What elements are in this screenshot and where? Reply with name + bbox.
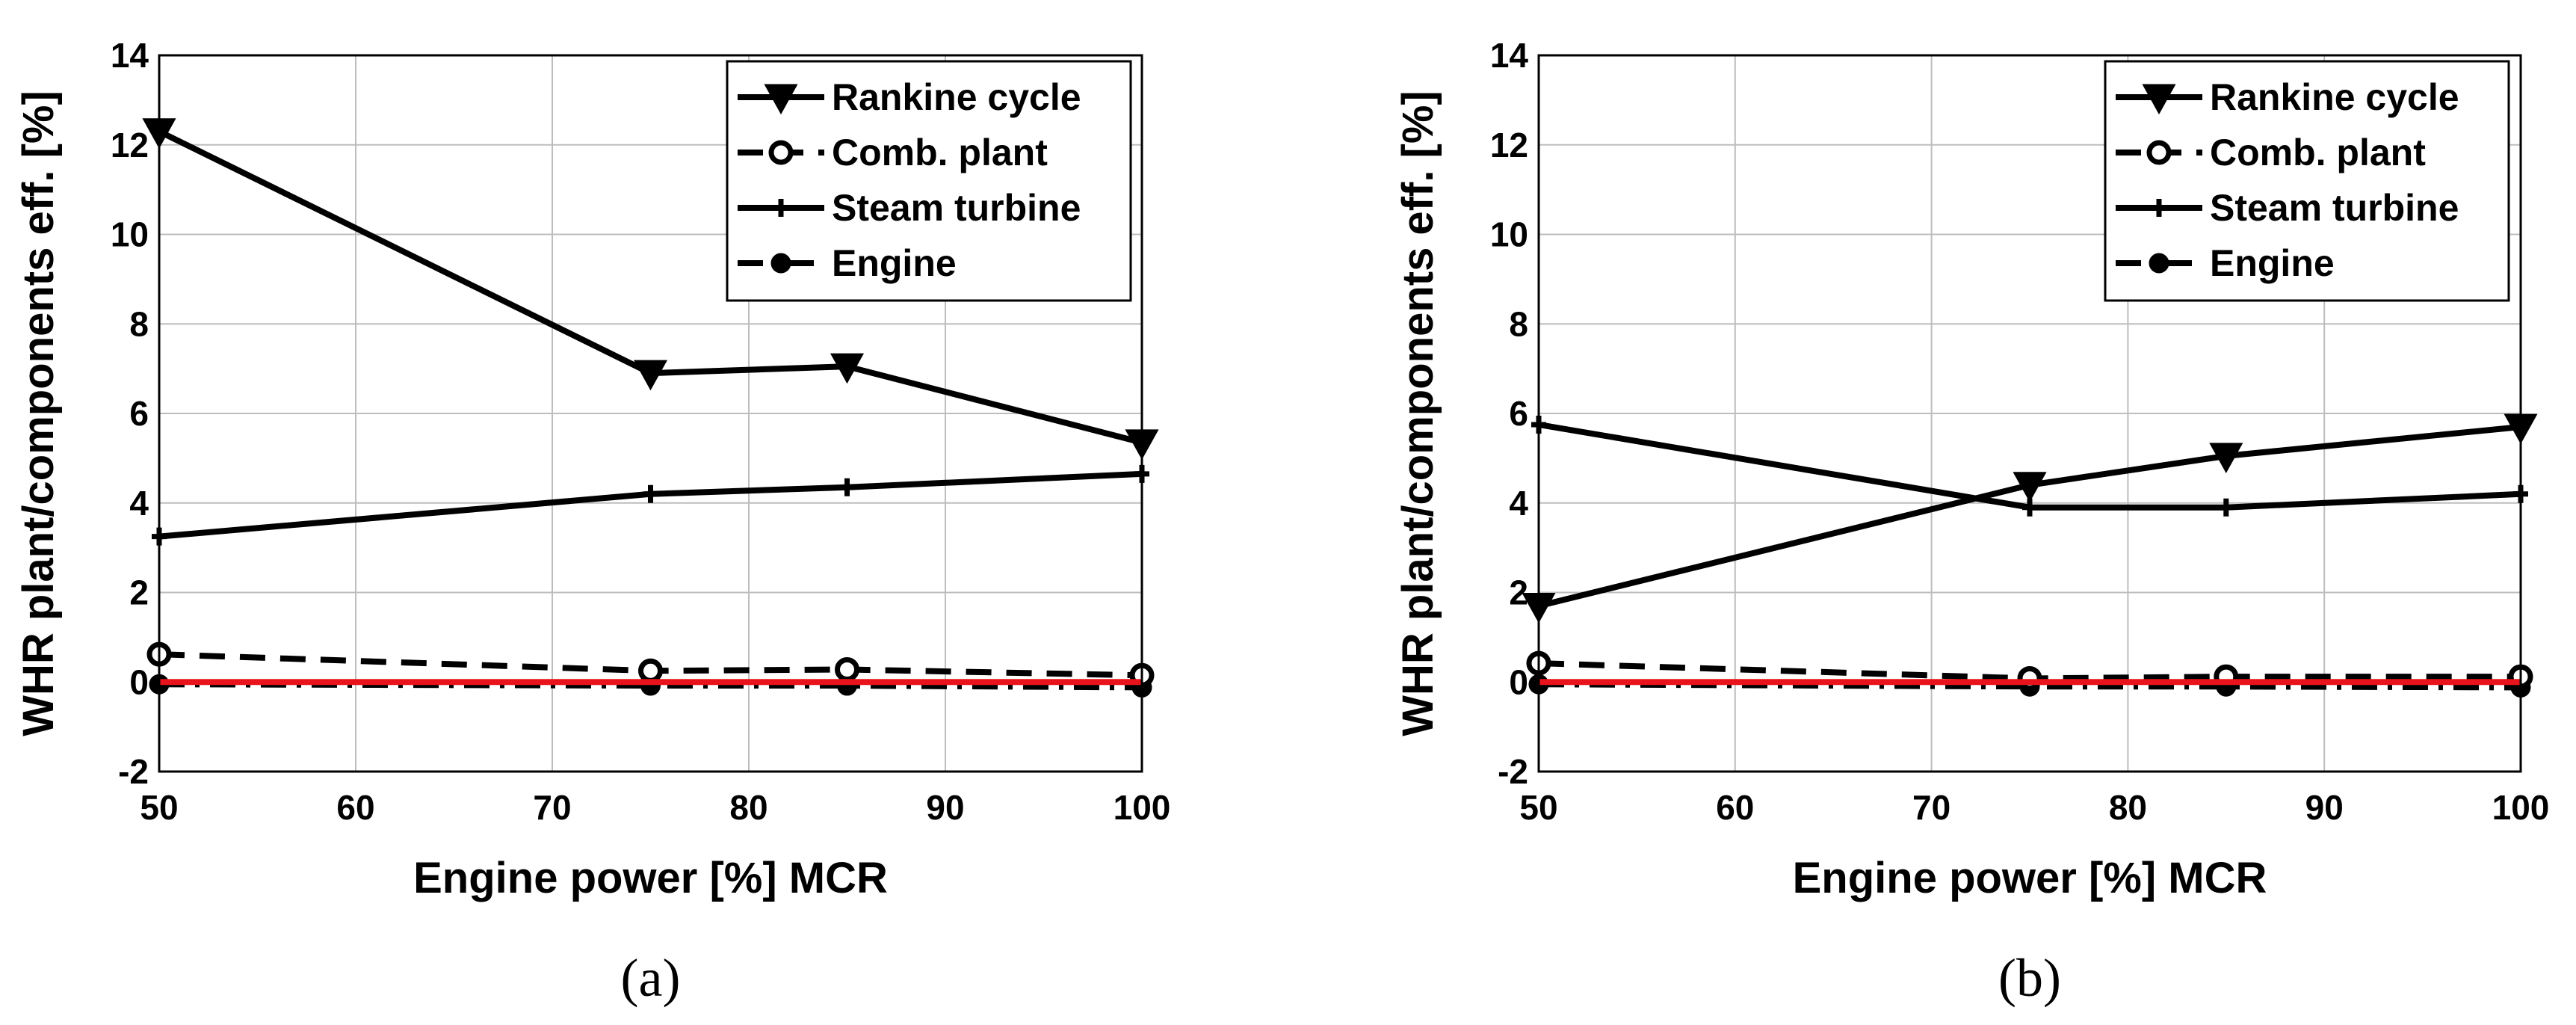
legend: Rankine cycle Comb. plant Steam turbine Eng… [2104, 60, 2510, 302]
series-rankine-cycle [142, 118, 1159, 461]
y-tick-label: 8 [1509, 304, 1528, 343]
y-axis-label: WHR plant/components eff. [%] [1394, 90, 1442, 736]
series-line [1538, 423, 2521, 609]
y-tick-label: 8 [129, 304, 149, 343]
x-tick-label: 60 [1716, 788, 1754, 827]
data-point [835, 656, 859, 682]
panel-label: (b) [1998, 948, 2061, 1008]
data-point [839, 478, 855, 496]
x-axis-label: Engine power [%] MCR [413, 854, 888, 902]
legend-marker [2142, 84, 2176, 115]
x-tick-label: 70 [533, 788, 571, 827]
legend-marker [2149, 253, 2169, 274]
chart-panel-1: 50 60 70 80 90 100 -2 0 2 4 6 8 10 12 14 Engine power [… [14, 36, 1170, 1008]
panel-label: (a) [621, 948, 681, 1008]
data-point [2017, 665, 2042, 691]
y-tick-label: -2 [1498, 752, 1528, 791]
y-tick-label: 2 [1509, 573, 1528, 612]
y-tick-label: 14 [1490, 36, 1529, 75]
y-tick-label: 14 [111, 36, 149, 75]
legend-label: Rankine cycle [2210, 76, 2459, 118]
y-tick-label: 12 [1490, 126, 1528, 164]
x-tick-label: 60 [336, 788, 374, 827]
series-line [158, 681, 1143, 691]
legend-marker [770, 253, 791, 274]
legend-label: Engine [2210, 242, 2335, 284]
series-line [158, 470, 1143, 540]
data-point [2218, 498, 2234, 517]
series-line [1538, 681, 2521, 691]
axes-frame [158, 54, 1143, 773]
x-tick-label: 80 [2109, 788, 2147, 827]
y-tick-label: 6 [129, 394, 149, 433]
series-line [1538, 660, 2521, 682]
y-tick-label: -2 [118, 752, 149, 791]
y-tick-label: 4 [129, 484, 149, 523]
x-tick-label: 50 [140, 788, 178, 827]
data-point [830, 353, 865, 384]
data-point [2209, 443, 2243, 473]
legend-label: Comb. plant [2210, 132, 2426, 173]
legend-label: Comb. plant [832, 132, 1048, 173]
data-point [633, 360, 668, 391]
legend-label: Steam turbine [832, 187, 1081, 229]
x-tick-label: 80 [729, 788, 767, 827]
y-tick-label: 10 [111, 215, 149, 254]
legend-marker [773, 199, 788, 217]
legend-marker [768, 140, 794, 165]
y-tick-label: 2 [129, 573, 149, 612]
series-line [158, 651, 1143, 679]
legend-marker [2152, 199, 2166, 217]
y-tick-label: 6 [1509, 394, 1528, 433]
x-tick-label: 100 [1114, 788, 1171, 827]
data-point [643, 484, 658, 503]
legend-label: Steam turbine [2210, 187, 2459, 229]
x-tick-label: 70 [1912, 788, 1950, 827]
y-tick-label: 4 [1509, 484, 1528, 523]
y-tick-label: 0 [1509, 662, 1528, 701]
data-point [638, 658, 663, 683]
x-axis-label: Engine power [%] MCR [1793, 854, 2267, 902]
x-tick-label: 100 [2492, 788, 2550, 827]
series-line [1538, 422, 2521, 511]
data-point [2013, 472, 2047, 502]
legend-marker [764, 84, 798, 115]
y-tick-label: 12 [111, 126, 149, 164]
chart-panel-2: 50 60 70 80 90 100 -2 0 2 4 6 8 10 12 14 Engine power [… [1394, 36, 2549, 1008]
x-tick-label: 90 [926, 788, 964, 827]
legend-label: Rankine cycle [832, 76, 1081, 118]
y-tick-label: 10 [1490, 215, 1528, 254]
axes-frame [1537, 54, 2522, 773]
legend: Rankine cycle Comb. plant Steam turbine Eng… [726, 60, 1132, 302]
legend-marker [2146, 140, 2172, 165]
x-tick-label: 90 [2305, 788, 2344, 827]
series-line [158, 129, 1143, 446]
y-tick-label: 0 [129, 662, 149, 701]
y-axis-label: WHR plant/components eff. [%] [14, 90, 63, 736]
legend-label: Engine [832, 242, 957, 284]
x-tick-label: 50 [1519, 788, 1557, 827]
